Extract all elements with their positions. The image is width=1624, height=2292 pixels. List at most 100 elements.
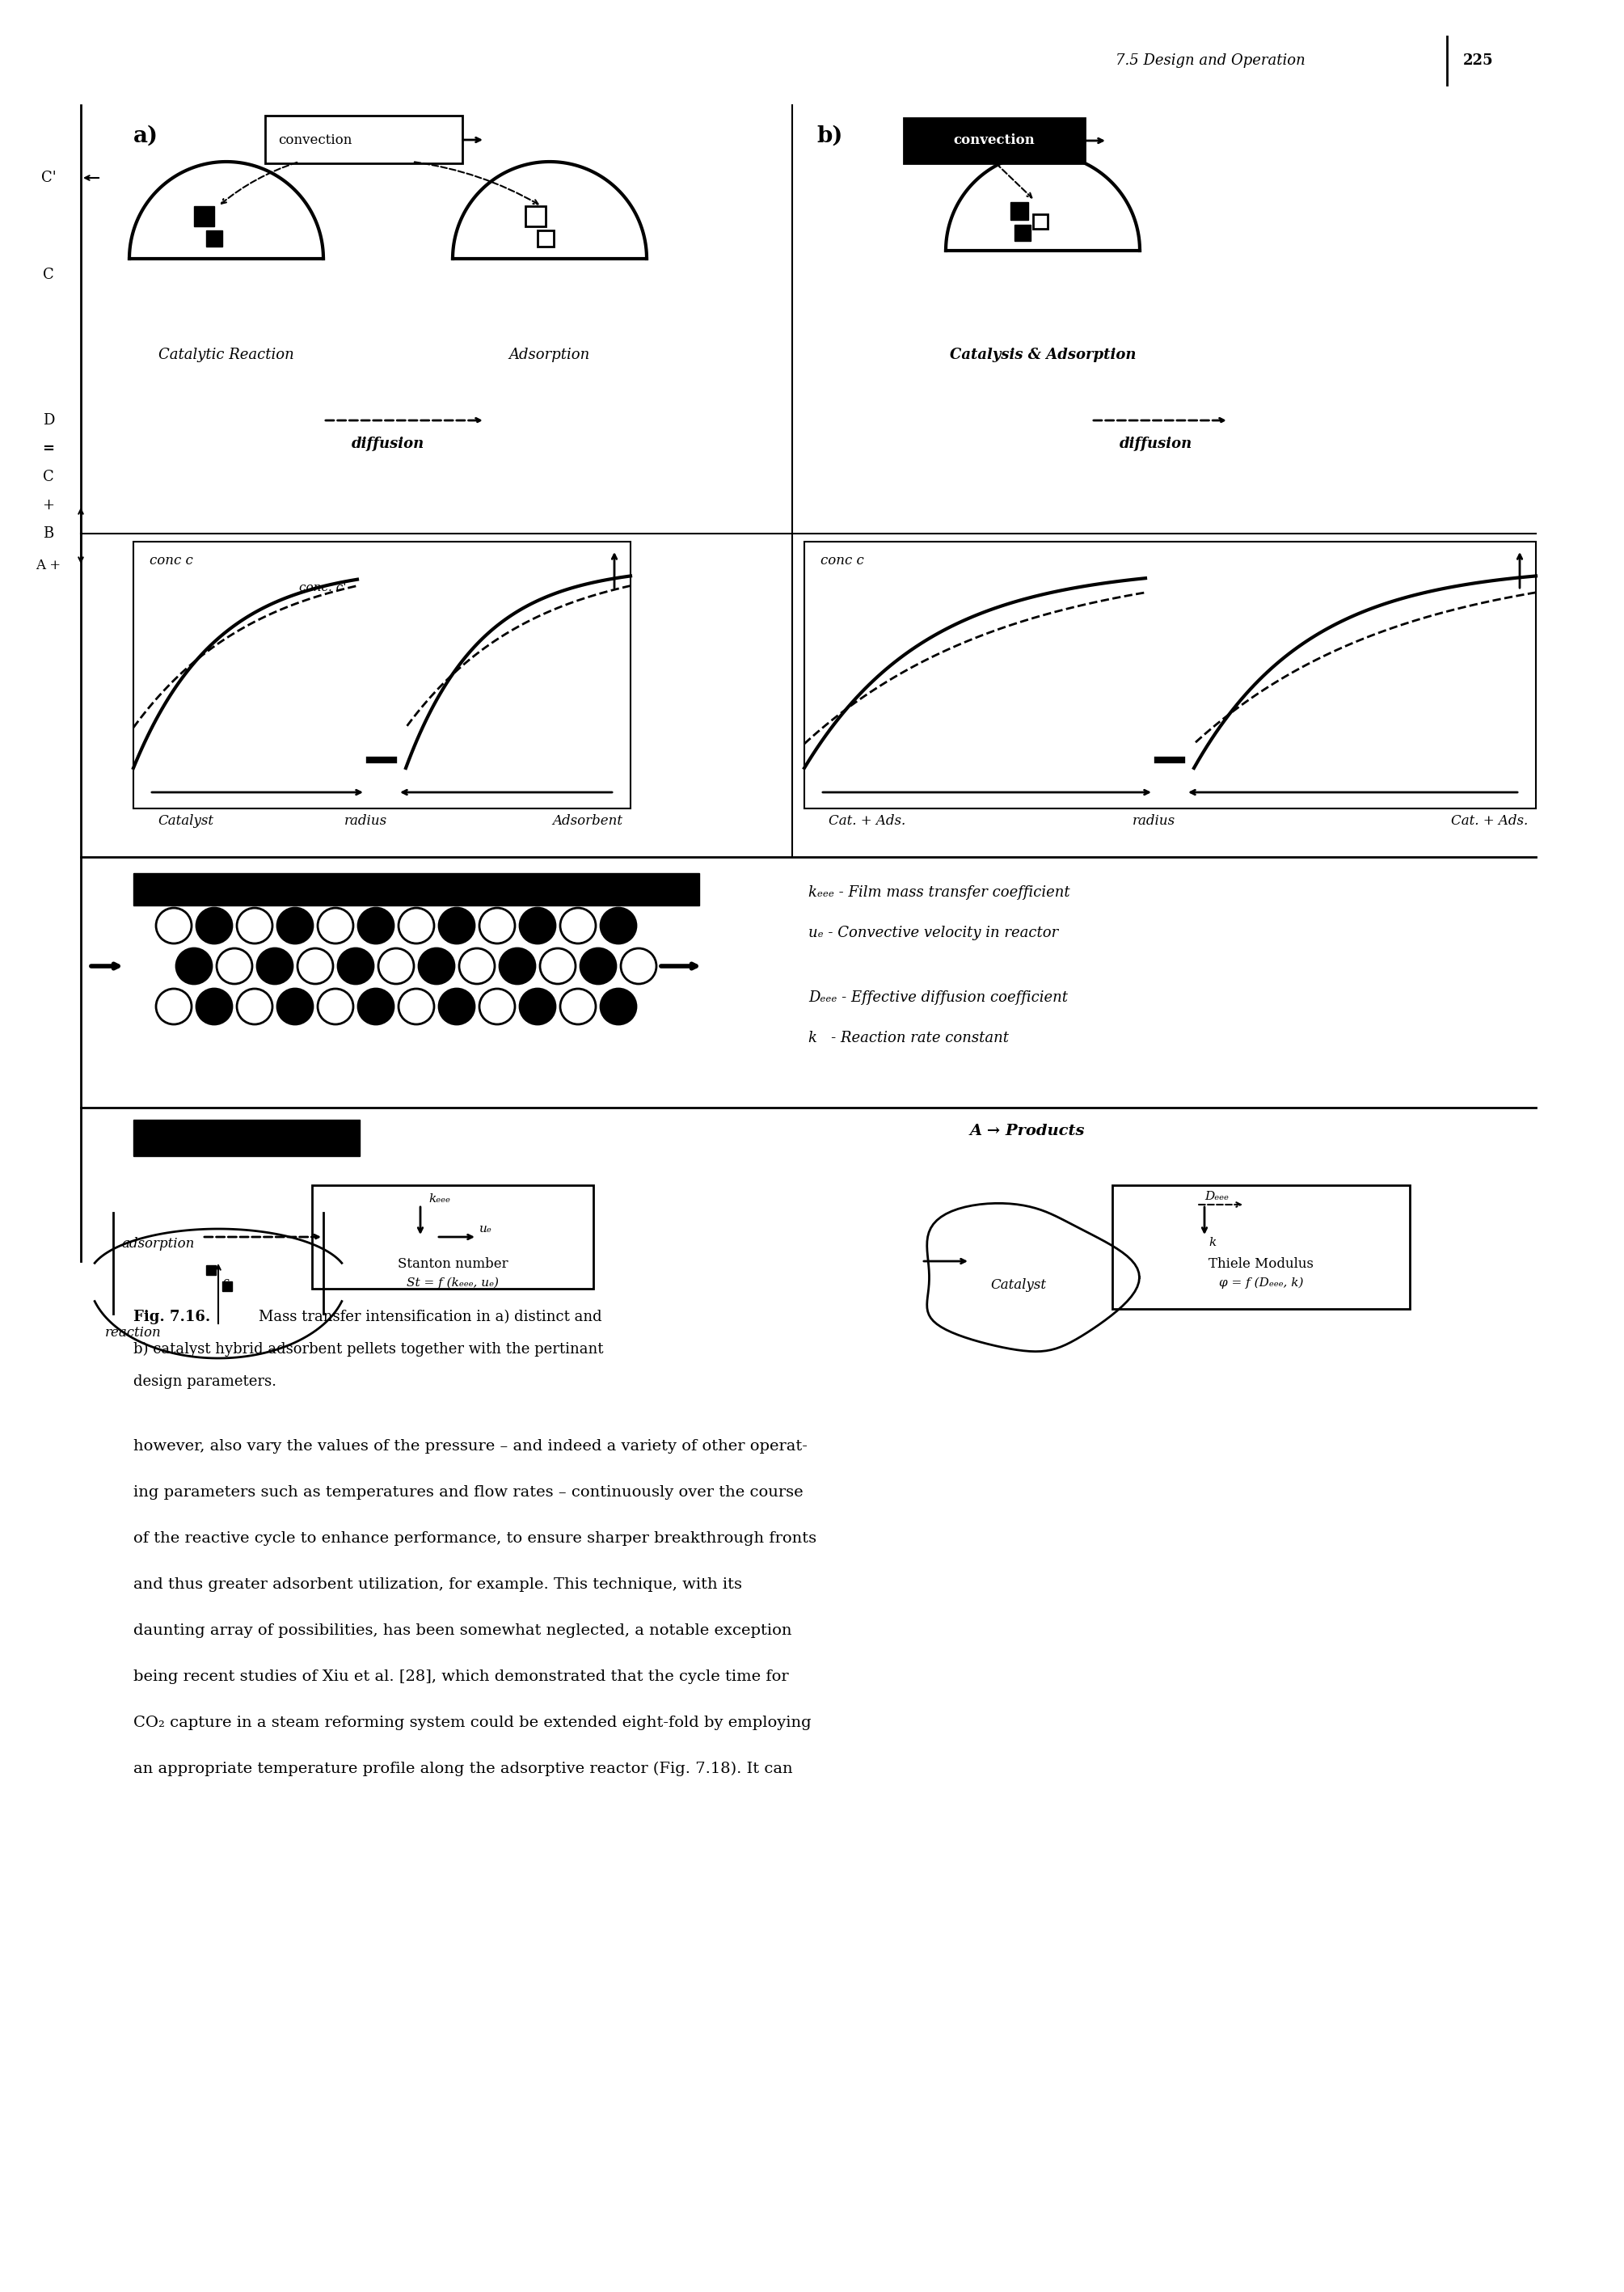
Circle shape — [177, 949, 211, 983]
Text: C: C — [42, 268, 54, 282]
Text: however, also vary the values of the pressure – and indeed a variety of other op: however, also vary the values of the pre… — [133, 1439, 807, 1453]
Circle shape — [237, 908, 273, 944]
Text: design parameters.: design parameters. — [133, 1375, 276, 1389]
Bar — [206, 231, 222, 248]
Text: Adsorption: Adsorption — [510, 348, 590, 362]
Circle shape — [479, 908, 515, 944]
Text: St = f (kₑₑₑ, uₑ): St = f (kₑₑₑ, uₑ) — [406, 1277, 499, 1288]
Circle shape — [479, 988, 515, 1025]
Bar — [222, 1281, 232, 1290]
Circle shape — [560, 988, 596, 1025]
Text: kₑₑₑ: kₑₑₑ — [429, 1194, 450, 1206]
Circle shape — [560, 908, 596, 944]
Text: daunting array of possibilities, has been somewhat neglected, a notable exceptio: daunting array of possibilities, has bee… — [133, 1623, 793, 1639]
Circle shape — [520, 908, 555, 944]
Text: c: c — [222, 1277, 229, 1288]
Text: C: C — [42, 470, 54, 484]
Circle shape — [541, 949, 575, 983]
Circle shape — [460, 949, 495, 983]
Text: Mass transfer intensification in a) distinct and: Mass transfer intensification in a) dist… — [258, 1309, 603, 1325]
Text: 7.5 Design and Operation: 7.5 Design and Operation — [1116, 53, 1306, 69]
Circle shape — [297, 949, 333, 983]
Text: a): a) — [133, 126, 159, 147]
Circle shape — [438, 908, 474, 944]
Text: of the reactive cycle to enhance performance, to ensure sharper breakthrough fro: of the reactive cycle to enhance perform… — [133, 1531, 817, 1545]
Text: φ = f (Dₑₑₑ, k): φ = f (Dₑₑₑ, k) — [1218, 1277, 1304, 1288]
Text: CO₂ capture in a steam reforming system could be extended eight-fold by employin: CO₂ capture in a steam reforming system … — [133, 1717, 812, 1730]
Circle shape — [257, 949, 292, 983]
Circle shape — [601, 908, 637, 944]
Bar — [133, 873, 700, 905]
Circle shape — [601, 988, 637, 1025]
Text: k: k — [1208, 1238, 1216, 1249]
Bar — [538, 231, 554, 248]
Text: convection: convection — [953, 133, 1034, 147]
Text: radius: radius — [344, 814, 387, 827]
Text: convection: convection — [278, 133, 352, 147]
Text: kₑₑₑ - Film mass transfer coefficient: kₑₑₑ - Film mass transfer coefficient — [809, 885, 1070, 901]
Text: Cat. + Ads.: Cat. + Ads. — [1450, 814, 1528, 827]
Text: radius: radius — [1132, 814, 1176, 827]
Circle shape — [580, 949, 615, 983]
Text: an appropriate temperature profile along the adsorptive reactor (Fig. 7.18). It : an appropriate temperature profile along… — [133, 1763, 793, 1776]
Circle shape — [338, 949, 374, 983]
Bar — [206, 1265, 216, 1274]
Text: Catalyst: Catalyst — [158, 814, 213, 827]
Bar — [1033, 213, 1047, 229]
Text: diffusion: diffusion — [351, 435, 424, 452]
Circle shape — [398, 908, 434, 944]
Text: b) catalyst hybrid adsorbent pellets together with the pertinant: b) catalyst hybrid adsorbent pellets tog… — [133, 1343, 604, 1357]
Circle shape — [398, 988, 434, 1025]
Text: reaction: reaction — [106, 1325, 161, 1339]
Text: Dₑₑₑ: Dₑₑₑ — [1205, 1192, 1229, 1203]
Text: =: = — [42, 442, 55, 456]
Circle shape — [378, 949, 414, 983]
Text: +: + — [42, 497, 55, 513]
Text: Thiele Modulus: Thiele Modulus — [1208, 1258, 1314, 1270]
Text: Adsorbent: Adsorbent — [552, 814, 622, 827]
Circle shape — [359, 988, 393, 1025]
Bar — [804, 541, 1536, 809]
Text: uₑ - Convective velocity in reactor: uₑ - Convective velocity in reactor — [809, 926, 1059, 940]
Text: D: D — [42, 413, 54, 429]
Text: Cat. + Ads.: Cat. + Ads. — [828, 814, 906, 827]
FancyBboxPatch shape — [903, 117, 1085, 163]
Bar — [193, 206, 214, 227]
Bar — [1015, 225, 1031, 241]
Text: diffusion: diffusion — [1119, 435, 1192, 452]
Circle shape — [318, 988, 354, 1025]
Circle shape — [216, 949, 252, 983]
Bar — [526, 206, 546, 227]
Circle shape — [278, 988, 313, 1025]
Circle shape — [318, 908, 354, 944]
FancyBboxPatch shape — [1112, 1185, 1410, 1309]
Text: k   - Reaction rate constant: k - Reaction rate constant — [809, 1031, 1009, 1045]
Text: uₑ: uₑ — [479, 1224, 492, 1235]
Circle shape — [500, 949, 536, 983]
Circle shape — [156, 908, 192, 944]
Text: ing parameters such as temperatures and flow rates – continuously over the cours: ing parameters such as temperatures and … — [133, 1485, 804, 1499]
Text: B: B — [44, 527, 54, 541]
Circle shape — [197, 908, 232, 944]
Text: Dₑₑₑ - Effective diffusion coefficient: Dₑₑₑ - Effective diffusion coefficient — [809, 990, 1069, 1004]
Circle shape — [197, 988, 232, 1025]
Text: Fig. 7.16.: Fig. 7.16. — [133, 1309, 211, 1325]
Bar — [1010, 202, 1028, 220]
Circle shape — [419, 949, 455, 983]
Bar — [133, 1121, 361, 1155]
Text: A → Products: A → Products — [970, 1123, 1085, 1139]
Text: Catalyst: Catalyst — [991, 1279, 1046, 1293]
Text: adsorption: adsorption — [122, 1238, 195, 1251]
Circle shape — [520, 988, 555, 1025]
Text: Catalytic Reaction: Catalytic Reaction — [159, 348, 294, 362]
Circle shape — [156, 988, 192, 1025]
Text: conc. c': conc. c' — [299, 582, 346, 594]
Text: C': C' — [41, 170, 57, 186]
Text: conc c: conc c — [820, 555, 864, 568]
Circle shape — [620, 949, 656, 983]
Text: and thus greater adsorbent utilization, for example. This technique, with its: and thus greater adsorbent utilization, … — [133, 1577, 742, 1593]
Text: being recent studies of Xiu et al. [28], which demonstrated that the cycle time : being recent studies of Xiu et al. [28],… — [133, 1669, 789, 1685]
FancyBboxPatch shape — [312, 1185, 593, 1288]
Text: Catalysis & Adsorption: Catalysis & Adsorption — [950, 348, 1135, 362]
Text: Stanton number: Stanton number — [398, 1258, 508, 1270]
